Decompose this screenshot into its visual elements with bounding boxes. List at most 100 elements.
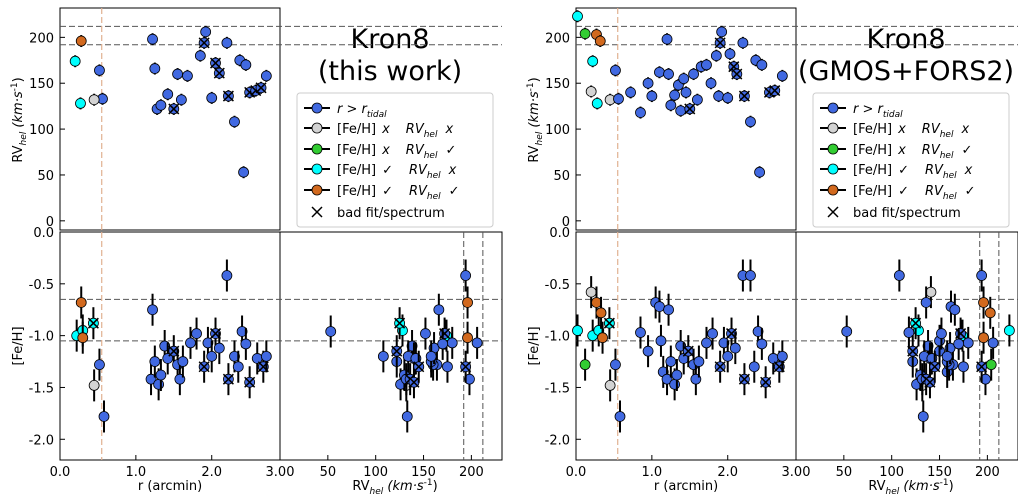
legend-label: r > rtidal — [337, 102, 387, 120]
feh-point — [655, 335, 667, 347]
rv-point — [587, 55, 599, 67]
legend-label: bad fit/spectrum — [853, 206, 961, 221]
rv-point — [675, 105, 687, 117]
rv-tick-label: 0 — [562, 215, 570, 230]
legend-marker — [827, 143, 839, 155]
rv-point — [194, 50, 206, 62]
panel-title: Kron8(GMOS+FORS2) — [798, 24, 1014, 87]
rvx-tick-label: 3.00 — [782, 465, 811, 480]
legend-box — [296, 92, 494, 228]
ylabel-feh: [Fe/H] — [11, 326, 26, 365]
legend-marker — [827, 122, 839, 134]
rv-point — [613, 93, 624, 105]
feh-point — [177, 356, 189, 367]
feh-point — [722, 350, 734, 362]
rv-point — [680, 86, 692, 98]
bad-fit-marker — [413, 361, 425, 373]
legend-box — [812, 92, 1010, 228]
r-tick-label: 1.0 — [126, 465, 147, 480]
ylabel-feh: [Fe/H] — [527, 326, 542, 365]
r-tick-label: 2.0 — [201, 465, 222, 480]
feh-tick-label: 0.0 — [33, 226, 54, 241]
rv-point — [172, 68, 183, 80]
rvx-tick-label: 50 — [320, 465, 337, 480]
feh-rv-point — [471, 337, 483, 349]
rv-point — [591, 98, 603, 109]
feh-point — [75, 297, 87, 308]
rv-point — [69, 55, 81, 67]
rv-point — [654, 66, 665, 78]
title-line-1: Kron8 — [866, 24, 945, 55]
bad-fit-marker — [714, 37, 726, 49]
bad-fit-marker — [168, 103, 180, 115]
legend-label: [Fe/H] ✓ RVhel ✓ — [337, 184, 460, 202]
feh-rv-point — [425, 350, 437, 362]
rv-point — [691, 94, 703, 106]
bad-fit-marker — [924, 376, 936, 388]
bad-fit-marker — [255, 82, 267, 94]
rv-point — [776, 70, 788, 82]
rv-point — [754, 166, 765, 178]
xlabel-r: r (arcmin) — [138, 479, 202, 494]
rvx-tick-label: 150 — [927, 465, 952, 480]
feh-tick-label: -0.5 — [29, 278, 54, 293]
feh-rv-point — [962, 337, 974, 349]
feh-tick-label: -2.0 — [545, 433, 570, 448]
rv-point — [642, 77, 654, 89]
feh-rv-point — [420, 328, 431, 339]
feh-rv-point — [958, 361, 969, 373]
feh-rv-point — [920, 297, 932, 308]
bad-fit-marker — [728, 61, 740, 73]
rv-tick-label: 200 — [545, 31, 570, 46]
xlabel-rv: RVhel (km·s-1) — [352, 478, 437, 497]
legend: r > rtidal [Fe/H] x RVhel x [Fe/H] x RVhel ✓ [Fe/… — [812, 92, 1010, 228]
rv-point — [722, 92, 734, 104]
legend-x-icon — [311, 206, 323, 218]
r-tick-label: 2.0 — [717, 465, 738, 480]
feh-point — [595, 307, 607, 319]
bad-fit-marker — [87, 317, 99, 329]
rv-point — [221, 37, 233, 49]
bad-fit-marker — [213, 67, 225, 79]
feh-point — [149, 356, 161, 367]
panel-title: Kron8(this work) — [318, 24, 462, 87]
axes-rv-vs-r — [575, 7, 797, 231]
legend-label: [Fe/H] ✓ RVhel x — [337, 163, 457, 181]
feh-rv-point — [464, 373, 475, 385]
bad-fit-marker — [244, 376, 256, 388]
feh-rv-point — [462, 297, 473, 308]
feh-point — [610, 359, 621, 371]
feh-point — [767, 353, 779, 364]
panel-1: Kron8(this work) 0 50 100 150 200 0.0 -0.5 -1.0 -… — [10, 7, 503, 497]
panel-2: Kron8(GMOS+FORS2) 0 50 100 150 200 0.0 -0.5 -1.0… — [526, 7, 1018, 497]
feh-point — [213, 342, 225, 354]
bad-fit-marker — [910, 317, 922, 329]
feh-rv-point — [433, 304, 445, 316]
feh-rv-point — [460, 270, 472, 281]
feh-point — [642, 345, 654, 357]
rv-point — [585, 86, 597, 97]
feh-point — [693, 356, 705, 367]
rv-point — [663, 68, 674, 80]
rvx-tick-label: 50 — [836, 465, 853, 480]
rv-point — [745, 116, 756, 128]
r-tick-label: 0.0 — [50, 465, 71, 480]
feh-point — [191, 328, 202, 339]
feh-tick-label: -1.5 — [29, 381, 54, 396]
ylabel-rv: RVhel (km·s-1) — [10, 77, 29, 162]
rv-point — [610, 64, 621, 76]
axes-rv-vs-r — [59, 7, 281, 231]
feh-point — [162, 353, 174, 364]
rv-point — [147, 33, 158, 45]
feh-point — [654, 301, 665, 313]
feh-rv-point — [985, 359, 997, 371]
feh-point — [145, 373, 157, 385]
bad-fit-marker — [976, 361, 988, 373]
legend-marker — [311, 122, 323, 134]
legend-label: [Fe/H] x RVhel x — [337, 122, 453, 140]
feh-point — [155, 369, 167, 381]
feh-point — [669, 378, 681, 390]
rv-point — [75, 98, 86, 109]
legend-x-icon — [827, 206, 839, 218]
